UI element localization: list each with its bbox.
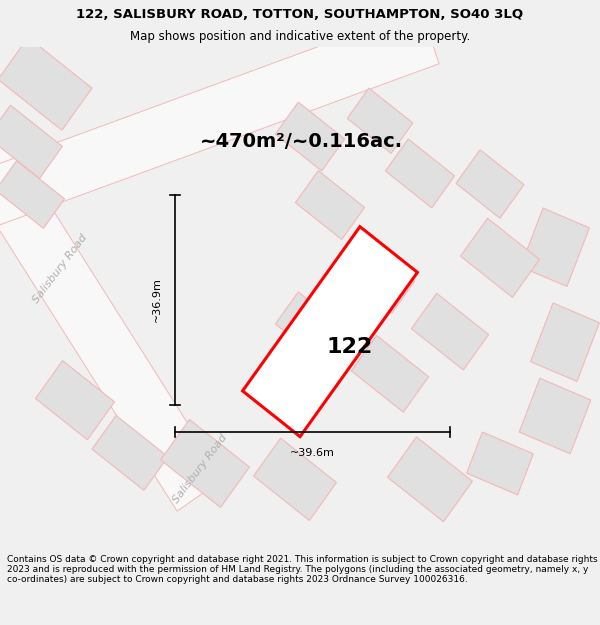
Polygon shape: [347, 88, 413, 153]
Polygon shape: [0, 115, 223, 511]
Text: Salisbury Road: Salisbury Road: [171, 432, 229, 505]
Polygon shape: [0, 38, 92, 130]
Polygon shape: [254, 438, 337, 521]
Polygon shape: [0, 105, 62, 178]
Polygon shape: [242, 227, 418, 437]
Polygon shape: [461, 218, 539, 298]
Polygon shape: [456, 149, 524, 218]
Polygon shape: [346, 244, 415, 313]
Polygon shape: [0, 9, 439, 232]
Polygon shape: [521, 208, 589, 286]
Polygon shape: [275, 102, 344, 171]
Polygon shape: [161, 419, 250, 508]
Polygon shape: [92, 416, 168, 491]
Polygon shape: [412, 293, 488, 370]
Polygon shape: [519, 378, 591, 454]
Polygon shape: [0, 161, 64, 228]
Polygon shape: [275, 292, 344, 361]
Text: ~470m²/~0.116ac.: ~470m²/~0.116ac.: [200, 132, 403, 151]
Polygon shape: [467, 432, 533, 495]
Text: 122, SALISBURY ROAD, TOTTON, SOUTHAMPTON, SO40 3LQ: 122, SALISBURY ROAD, TOTTON, SOUTHAMPTON…: [76, 8, 524, 21]
Polygon shape: [530, 303, 599, 381]
Text: Salisbury Road: Salisbury Road: [31, 232, 89, 304]
Text: 122: 122: [327, 338, 373, 357]
Polygon shape: [35, 361, 115, 440]
Text: ~39.6m: ~39.6m: [290, 448, 335, 458]
Polygon shape: [385, 139, 455, 208]
Polygon shape: [352, 336, 428, 412]
Text: Map shows position and indicative extent of the property.: Map shows position and indicative extent…: [130, 30, 470, 43]
Text: ~36.9m: ~36.9m: [152, 278, 162, 322]
Polygon shape: [295, 171, 365, 239]
Text: Contains OS data © Crown copyright and database right 2021. This information is : Contains OS data © Crown copyright and d…: [7, 554, 598, 584]
Polygon shape: [388, 437, 472, 522]
